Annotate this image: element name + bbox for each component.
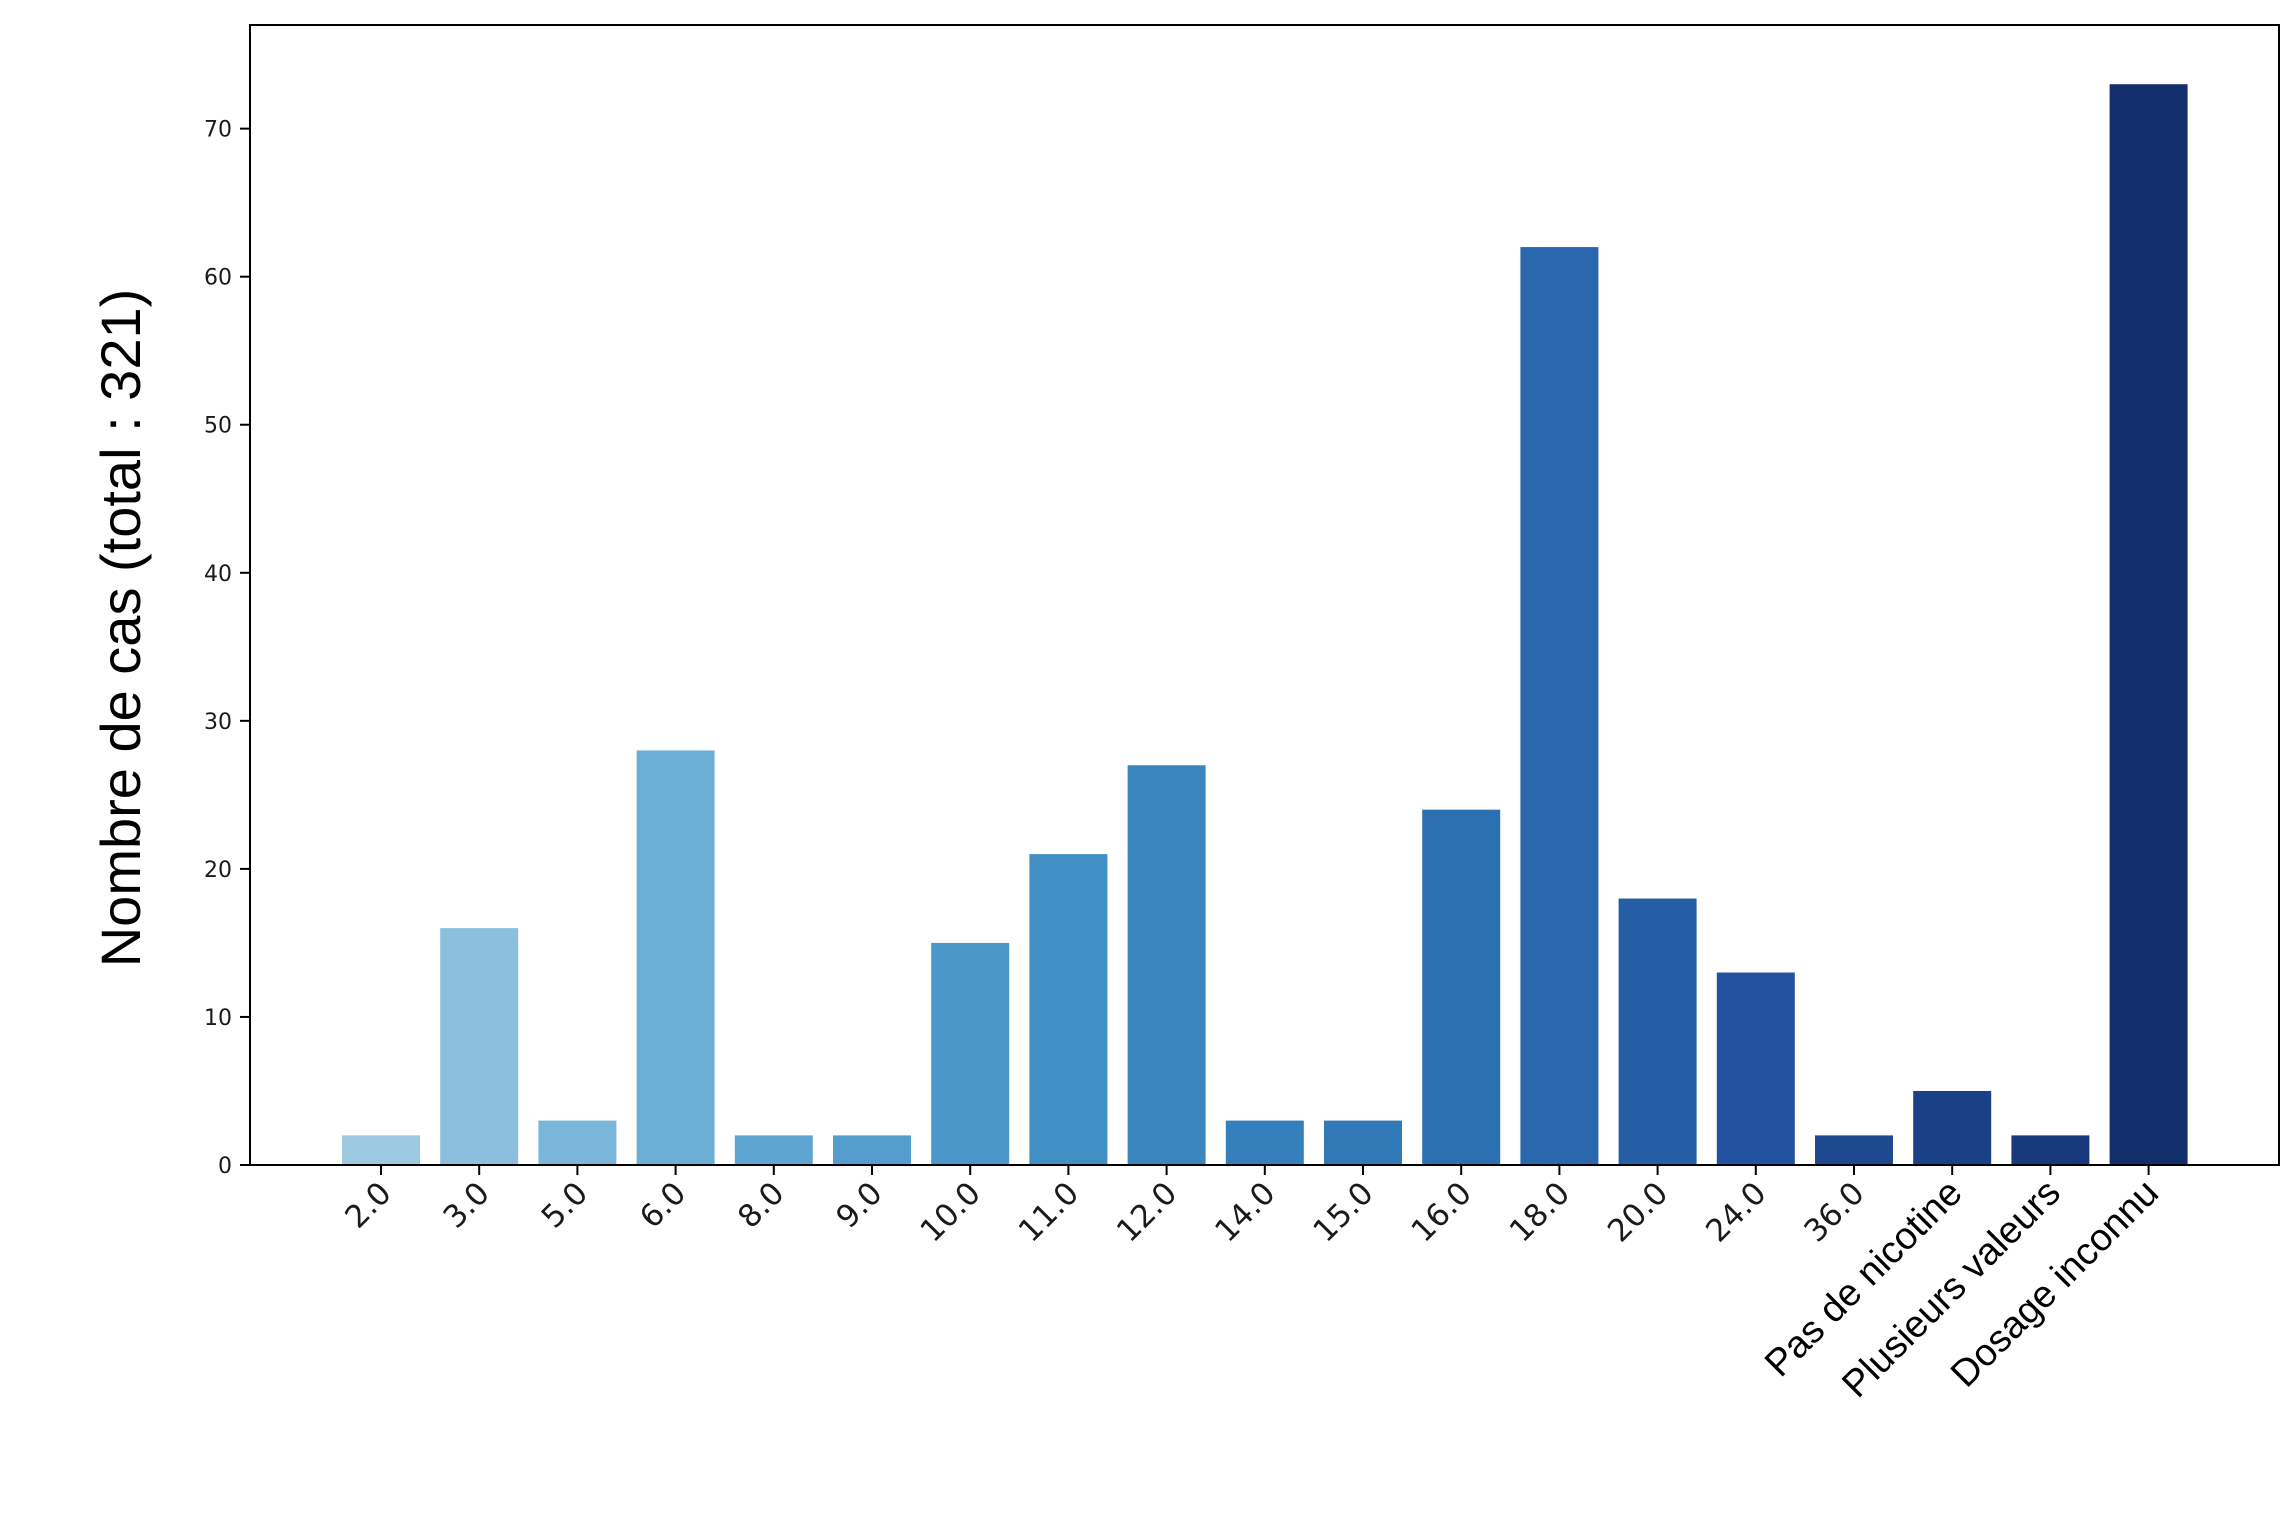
y-tick-label-1: 10 — [204, 1006, 232, 1031]
bar-11 — [1422, 809, 1501, 1165]
bar-15 — [1815, 1135, 1893, 1165]
x-tick-label-1: 3.0 — [437, 1175, 497, 1235]
y-tick-label-4: 40 — [204, 562, 232, 587]
bar-10 — [1324, 1120, 1402, 1165]
x-tick-label-14: 24.0 — [1699, 1175, 1773, 1249]
bar-16 — [1913, 1090, 1992, 1165]
x-tick-label-9: 14.0 — [1208, 1175, 1282, 1249]
x-tick-label-6: 10.0 — [914, 1175, 988, 1249]
x-tick-label-10: 15.0 — [1306, 1175, 1380, 1249]
x-tick-label-11: 16.0 — [1405, 1175, 1479, 1249]
bar-14 — [1716, 972, 1795, 1165]
y-tick-label-0: 0 — [218, 1154, 232, 1179]
bar-7 — [1029, 854, 1108, 1165]
bar-8 — [1127, 765, 1206, 1165]
bar-13 — [1618, 898, 1697, 1165]
bar-6 — [931, 942, 1010, 1165]
y-tick-label-5: 50 — [204, 414, 232, 439]
bar-17 — [2011, 1135, 2090, 1165]
x-tick-label-15: 36.0 — [1797, 1175, 1871, 1249]
bar-18 — [2109, 84, 2188, 1165]
bars-group — [342, 84, 2188, 1165]
x-tick-label-5: 9.0 — [829, 1175, 889, 1235]
x-tick-label-12: 18.0 — [1503, 1175, 1577, 1249]
x-tick-label-8: 12.0 — [1110, 1175, 1184, 1249]
y-tick-label-2: 20 — [204, 858, 232, 883]
bar-5 — [833, 1135, 911, 1165]
bar-3 — [636, 750, 715, 1165]
x-tick-label-4: 8.0 — [731, 1175, 791, 1235]
y-axis-ticks: 0 10 20 30 40 50 60 70 — [204, 118, 250, 1179]
x-tick-label-2: 5.0 — [535, 1175, 595, 1235]
bar-12 — [1520, 247, 1599, 1165]
y-tick-label-7: 70 — [204, 118, 232, 143]
plot-frame — [249, 24, 2280, 1166]
x-axis-ticks: 2.0 3.0 5.0 6.0 8.0 9.0 10.0 11.0 12.0 14.0 15.0 16… — [338, 1165, 2167, 1406]
bar-1 — [440, 928, 519, 1165]
bar-0 — [342, 1135, 420, 1165]
y-axis-label: Nombre de cas (total : 321) — [89, 289, 152, 968]
plot-area — [250, 25, 2279, 1165]
bar-2 — [538, 1120, 617, 1165]
x-tick-label-13: 20.0 — [1601, 1175, 1675, 1249]
x-tick-label-7: 11.0 — [1012, 1175, 1086, 1249]
y-tick-label-3: 30 — [204, 710, 232, 735]
bar-9 — [1225, 1120, 1304, 1165]
x-tick-label-0: 2.0 — [338, 1175, 398, 1235]
bar-4 — [734, 1135, 813, 1165]
x-tick-label-3: 6.0 — [633, 1175, 693, 1235]
y-tick-label-6: 60 — [204, 266, 232, 291]
